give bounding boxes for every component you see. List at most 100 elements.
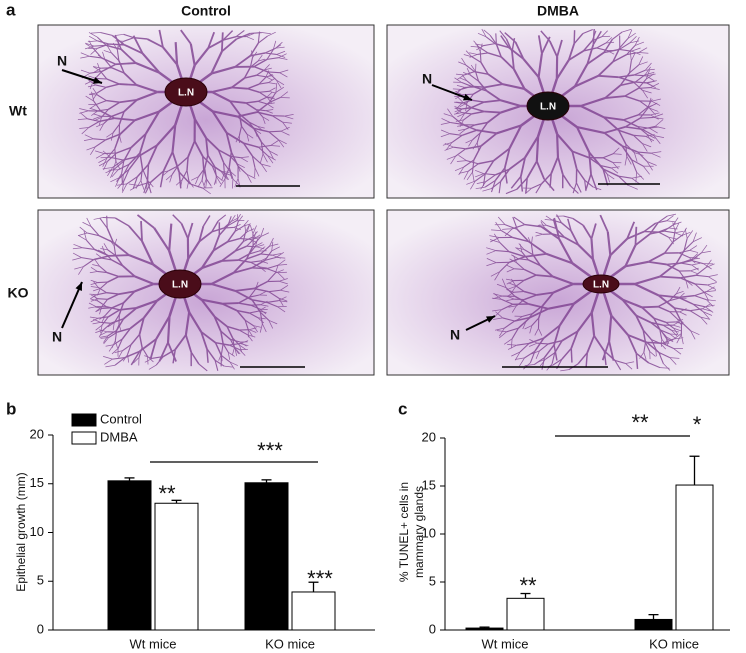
duct [120, 48, 137, 64]
duct [93, 66, 102, 69]
duct [140, 220, 143, 242]
duct [634, 233, 651, 246]
duct [669, 357, 680, 359]
duct [130, 132, 147, 149]
duct [603, 132, 623, 147]
duct [548, 40, 558, 58]
duct [497, 216, 506, 225]
duct [276, 54, 286, 58]
duct [511, 254, 519, 260]
duct [202, 187, 211, 195]
duct [231, 86, 248, 90]
duct [106, 83, 120, 89]
duct [117, 41, 124, 48]
duct [260, 245, 270, 255]
duct [202, 156, 205, 170]
duct [535, 350, 540, 359]
duct [138, 334, 143, 348]
duct [96, 292, 107, 296]
duct [165, 174, 173, 181]
duct [644, 342, 651, 352]
arrow [61, 281, 83, 329]
duct [627, 334, 638, 354]
duct [624, 156, 628, 166]
duct [625, 144, 628, 157]
duct [180, 223, 189, 239]
duct [119, 119, 136, 135]
duct [278, 278, 288, 282]
duct [495, 327, 505, 331]
duct [156, 124, 177, 146]
duct [537, 224, 545, 229]
duct [246, 133, 250, 142]
duct [230, 217, 239, 222]
duct [127, 354, 130, 363]
duct [553, 344, 558, 361]
duct [629, 51, 632, 61]
duct [572, 182, 577, 194]
duct [678, 249, 690, 254]
duct [622, 298, 643, 309]
duct [671, 329, 680, 333]
duct [453, 112, 462, 115]
duct [78, 266, 84, 275]
duct [87, 40, 98, 43]
duct [575, 182, 582, 193]
duct [663, 230, 676, 234]
duct [602, 168, 619, 177]
duct [267, 71, 277, 81]
duct [227, 351, 235, 357]
duct [227, 216, 232, 226]
duct [267, 97, 275, 100]
duct [472, 171, 475, 182]
duct [495, 43, 502, 58]
duct [237, 163, 241, 172]
duct [260, 153, 264, 164]
duct [650, 152, 661, 158]
duct [118, 302, 125, 315]
duct [442, 142, 453, 146]
duct [558, 303, 575, 327]
duct [535, 231, 543, 235]
duct [257, 31, 261, 44]
duct [459, 170, 469, 174]
duct [273, 44, 282, 50]
duct [249, 294, 260, 298]
duct [190, 351, 200, 365]
duct [267, 103, 274, 109]
duct [220, 171, 227, 179]
duct [476, 142, 480, 151]
duct [539, 264, 554, 278]
duct [490, 237, 500, 243]
duct [649, 221, 659, 235]
duct [89, 92, 98, 95]
duct [145, 110, 161, 135]
duct [535, 160, 546, 180]
duct [236, 310, 246, 321]
duct [504, 224, 518, 230]
duct [205, 179, 208, 188]
duct [277, 259, 286, 266]
duct [487, 111, 502, 124]
duct [111, 52, 120, 61]
duct [479, 51, 482, 63]
duct [105, 133, 121, 141]
duct [653, 135, 665, 139]
duct [121, 327, 131, 340]
duct [642, 329, 647, 343]
duct [465, 102, 468, 112]
duct [106, 99, 120, 103]
duct [477, 52, 489, 55]
duct [264, 64, 270, 71]
duct [106, 227, 115, 243]
duct [592, 28, 595, 45]
duct [243, 236, 253, 243]
duct [111, 340, 116, 349]
duct [111, 67, 125, 74]
duct [229, 170, 237, 177]
duct [466, 67, 471, 76]
duct [212, 234, 221, 251]
duct [223, 172, 228, 180]
duct [73, 243, 83, 249]
